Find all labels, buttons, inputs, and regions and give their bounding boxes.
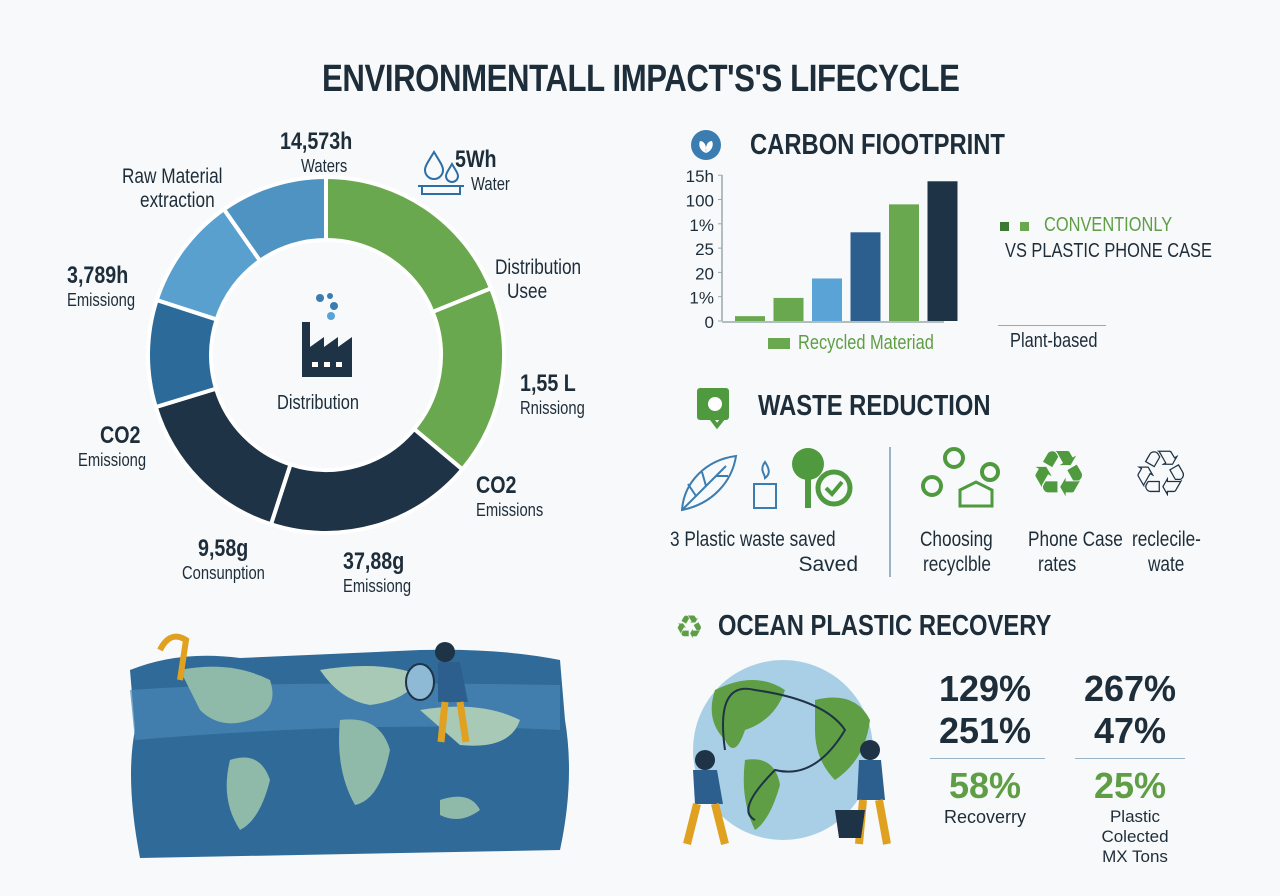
legend-plant-based: Plant-based: [1010, 330, 1098, 352]
stat-top: 267%: [1083, 668, 1177, 709]
stat-top: 129%: [938, 668, 1032, 709]
legend-swatch-dark-green: [1000, 222, 1009, 231]
ocean-title: OCEAN PLASTIC RECOVERY: [718, 610, 1052, 642]
legend-swatch-green: [1019, 222, 1029, 231]
y-tick-label: 1%: [689, 289, 714, 308]
legend-swatch-recycled: [768, 338, 790, 349]
donut-segment: [221, 174, 328, 264]
y-tick-label: 100: [686, 192, 714, 211]
label-co2-emissiong: CO2 Emissiong: [78, 422, 147, 470]
bar: [927, 181, 958, 321]
donut-center-label: Distribution: [277, 392, 360, 414]
label-rnissiong: 1,55 L Rnissiong: [520, 370, 585, 418]
waste-title: WASTE REDUCTION: [758, 390, 991, 422]
bar: [735, 316, 765, 321]
tree-check-icon: [792, 448, 853, 508]
stat-accent: 58%: [948, 765, 1022, 806]
stat-caption-2: MX Tons: [1102, 847, 1168, 866]
donut-segment: [153, 386, 293, 527]
y-tick-label: 1%: [689, 216, 714, 235]
world-map-illustration: [130, 633, 569, 858]
recycle-outline-icon: ♲: [1132, 438, 1190, 510]
label-distribution-use: Distribution Usee: [495, 256, 582, 303]
donut-segment: [268, 426, 466, 535]
gas-burner-icon: [753, 460, 777, 509]
stat-caption: Plastic Colected: [1101, 807, 1169, 846]
y-tick-label: 0: [705, 313, 714, 332]
legend-vs-plastic: VS PLASTIC PHONE CASE: [1005, 240, 1212, 262]
stat-divider: [1075, 758, 1185, 759]
stat-mid: 47%: [1093, 710, 1167, 751]
carbon-bar-chart: 0 1% 20 25 1% 100 15h: [686, 167, 958, 332]
label-co2-emissions: CO2 Emissions: [476, 472, 544, 520]
carbon-title: CARBON FIOOTPRINT: [750, 129, 1005, 161]
leaf-icon: [680, 454, 738, 512]
waste-item-phone-case: Phone Case rates: [1028, 528, 1123, 576]
bar: [773, 297, 804, 321]
water-drops-icon: [418, 150, 464, 195]
stat-divider: [930, 758, 1045, 759]
y-tick-label: 20: [695, 264, 714, 283]
bar: [889, 204, 919, 321]
label-raw-material: Raw Material extraction: [122, 165, 223, 212]
page-title: ENVIRONMENTALL IMPACT'S'S LIFECYCLE: [322, 58, 960, 100]
bar: [850, 232, 881, 321]
legend-divider: [998, 325, 1106, 326]
label-3-789h: 3,789h Emissiong: [67, 262, 136, 310]
waste-item-choosing: Choosing recyclble: [920, 528, 993, 576]
waste-item-recycle: reclecile-wate: [1132, 528, 1201, 576]
ocean-stat-col-2: 267% 47% 25% Plastic Colected MX Tons: [1075, 668, 1195, 867]
label-waters: 14,573h Waters: [280, 128, 353, 176]
recycle-small-icon: ♻: [675, 609, 704, 645]
bar: [812, 278, 842, 321]
factory-icon: [302, 293, 352, 377]
stat-mid: 251%: [938, 710, 1032, 751]
y-tick-label: 25: [695, 240, 714, 259]
label-water: 5Wh Water: [455, 146, 510, 194]
y-tick-label: 15h: [686, 167, 714, 186]
label-37-88g: 37,88g Emissiong: [343, 548, 412, 596]
waste-item-plastic-saved: 3 Plastic waste saved Saved: [670, 528, 858, 576]
recyclable-checks-icon: [921, 447, 1000, 508]
waste-badge-icon: [697, 388, 729, 430]
stat-caption: Recoverry: [943, 807, 1027, 827]
recycle-green-icon: ♻: [1030, 438, 1088, 510]
legend-conventional: CONVENTIONLY: [1000, 214, 1200, 237]
legend-recycled: Recycled Materiad: [768, 332, 964, 355]
waste-divider: [889, 447, 891, 577]
ocean-stat-col-1: 129% 251% 58% Recoverry: [930, 668, 1045, 828]
leaf-badge-icon: [691, 130, 721, 160]
lifecycle-donut: [146, 174, 506, 535]
stat-accent: 25%: [1093, 765, 1167, 806]
label-9-58g: 9,58g Consunption: [182, 535, 265, 583]
globe-cleanup-illustration: [683, 660, 891, 845]
